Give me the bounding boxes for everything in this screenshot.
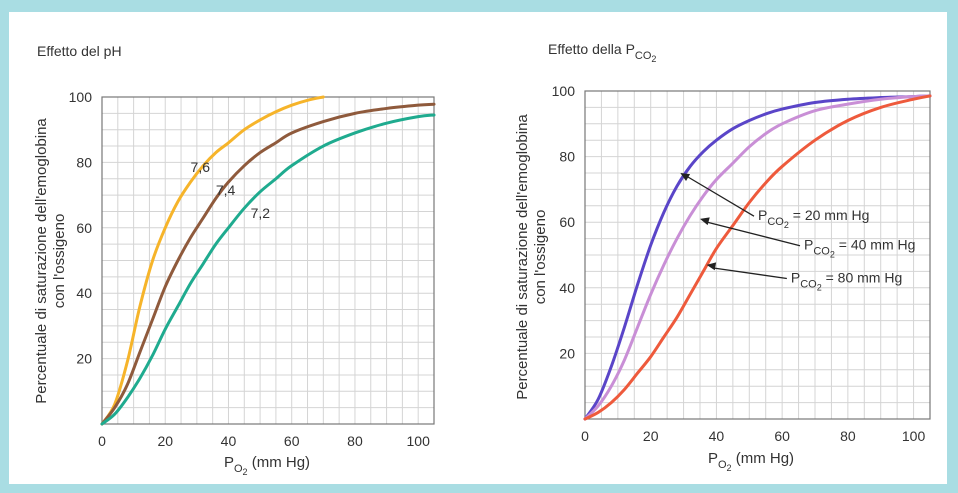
y-tick-label: 100: [552, 83, 576, 99]
annotation-rest: = 40 mm Hg: [835, 237, 916, 253]
x-tick-label: 40: [221, 433, 237, 449]
annotation-rest: = 80 mm Hg: [822, 270, 903, 286]
series-curve-2: [583, 94, 932, 421]
x-axis-label-p: P: [224, 454, 234, 471]
annotation-p: P: [791, 270, 800, 286]
series-curve-2: [100, 102, 436, 426]
annotation-arrow-head: [700, 217, 710, 226]
y-tick-label: 80: [559, 149, 575, 165]
x-tick-labels: 0 20 40 60 80 100: [98, 433, 430, 449]
annotation-ph-7-4: 7,4: [216, 182, 236, 198]
x-tick-label: 80: [840, 428, 856, 444]
x-tick-label: 0: [581, 428, 589, 444]
y-axis-label-line1: Percentuale di saturazione dell'emoglobi…: [514, 114, 531, 400]
plot-frame: [584, 90, 931, 420]
x-tick-label: 20: [643, 428, 659, 444]
chart-title-sub: CO: [635, 50, 652, 62]
x-tick-label: 60: [774, 428, 790, 444]
annotation-arrow-line: [712, 267, 787, 280]
x-tick-label: 100: [902, 428, 926, 444]
y-tick-labels: 20 40 60 80 100: [69, 89, 93, 367]
annotation-arrow-head: [680, 173, 691, 182]
annotation-p: P: [758, 207, 767, 223]
figure-panel: Effetto del pH 20 40 60 80 100 0 20 40 60 80 100 …: [9, 12, 947, 484]
series-curve-1: [583, 94, 932, 421]
chart-title: Effetto della PCO2: [548, 41, 656, 64]
x-tick-label: 60: [284, 433, 300, 449]
x-axis-label-sub2: 2: [727, 463, 732, 473]
x-axis-label-unit: (mm Hg): [248, 454, 311, 471]
x-axis-label-unit: (mm Hg): [732, 450, 795, 467]
y-tick-label: 20: [559, 345, 575, 361]
y-tick-label: 100: [69, 89, 93, 105]
x-axis-label: PO2 (mm Hg): [224, 454, 310, 477]
annotation-arrow-line: [685, 175, 755, 217]
y-axis-label-line2: con l'ossigeno: [51, 214, 68, 309]
x-axis-label-sub2: 2: [243, 467, 248, 477]
annotation-pco2-80: PCO2 = 80 mm Hg: [791, 270, 902, 293]
curves: [583, 94, 932, 421]
annotation-arrow-head: [706, 262, 717, 271]
y-axis-label-line2: con l'ossigeno: [532, 210, 549, 305]
chart-title: Effetto del pH: [37, 43, 122, 59]
x-tick-label: 20: [157, 433, 173, 449]
x-tick-label: 80: [347, 433, 363, 449]
x-axis-label-p: P: [708, 450, 718, 467]
y-tick-label: 60: [76, 220, 92, 236]
annotation-sub: CO: [800, 279, 817, 291]
annotation-ph-7-6: 7,6: [191, 159, 211, 175]
y-axis-label-line1: Percentuale di saturazione dell'emoglobi…: [33, 118, 50, 404]
series-curve-3: [583, 94, 932, 421]
plot-frame: [101, 96, 435, 425]
x-axis-label-sub: O: [234, 463, 243, 475]
annotation-sub2: 2: [830, 250, 835, 260]
annotation-sub: CO: [813, 246, 830, 258]
curves: [100, 95, 436, 426]
annotation-p: P: [804, 237, 813, 253]
annotation-pco2-40: PCO2 = 40 mm Hg: [804, 237, 915, 260]
x-axis-label: PO2 (mm Hg): [708, 450, 794, 473]
annotation-pco2-20: PCO2 = 20 mm Hg: [758, 207, 869, 230]
y-tick-label: 20: [76, 351, 92, 367]
chart-title-main: Effetto della P: [548, 41, 635, 57]
y-tick-label: 40: [76, 285, 92, 301]
annotation-arrows: [680, 173, 801, 280]
annotation-rest: = 20 mm Hg: [789, 207, 870, 223]
series-curve-3: [100, 113, 436, 426]
series-curve-1: [100, 95, 325, 426]
grid: [102, 96, 434, 424]
annotation-sub2: 2: [784, 220, 789, 230]
annotation-ph-7-2: 7,2: [251, 205, 271, 221]
chart-title-sub2: 2: [651, 54, 656, 64]
y-tick-label: 60: [559, 214, 575, 230]
annotation-sub2: 2: [817, 283, 822, 293]
annotation-arrow-line: [705, 221, 801, 247]
x-tick-label: 100: [407, 433, 431, 449]
annotation-sub: CO: [767, 216, 784, 228]
y-tick-labels: 20 40 60 80 100: [552, 83, 576, 361]
x-tick-label: 40: [709, 428, 725, 444]
y-tick-label: 40: [559, 280, 575, 296]
x-tick-labels: 0 20 40 60 80 100: [581, 428, 925, 444]
x-axis-label-sub: O: [718, 459, 727, 471]
y-tick-label: 80: [76, 154, 92, 170]
x-tick-label: 0: [98, 433, 106, 449]
